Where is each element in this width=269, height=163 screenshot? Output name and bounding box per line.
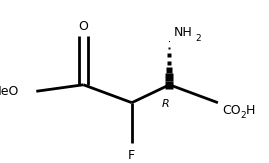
Text: R: R [162,98,169,109]
Text: NH: NH [174,26,192,39]
Text: F: F [128,149,135,162]
Text: 2: 2 [241,111,246,120]
Text: H: H [246,104,256,117]
Text: CO: CO [222,104,240,117]
Text: 2: 2 [195,34,201,43]
Text: O: O [79,20,88,33]
Text: MeO: MeO [0,85,19,98]
